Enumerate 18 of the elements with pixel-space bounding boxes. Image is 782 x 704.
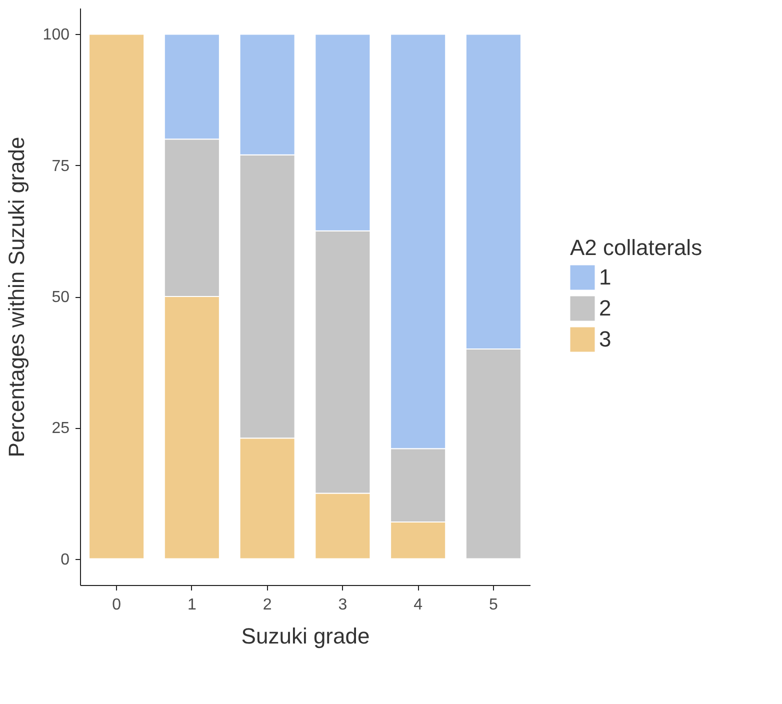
x-tick-label: 1	[187, 596, 196, 614]
x-axis-title: Suzuki grade	[241, 624, 370, 648]
y-axis-title: Percentages within Suzuki grade	[4, 136, 29, 458]
y-tick-label: 75	[52, 158, 70, 175]
legend-label: 2	[599, 296, 612, 320]
legend-label: 1	[599, 264, 612, 290]
y-tick-label: 50	[52, 289, 70, 306]
x-tick-label: 2	[262, 596, 272, 614]
y-tick-label: 25	[52, 420, 70, 438]
bar	[88, 34, 145, 560]
x-tick-label: 4	[414, 596, 423, 614]
legend-label: 3	[599, 326, 612, 352]
y-tick-label: 0	[60, 551, 70, 568]
x-tick-label: 3	[338, 596, 348, 614]
y-tick-label: 100	[42, 26, 70, 44]
x-tick-label: 0	[112, 596, 122, 614]
legend-title: A2 collaterals	[570, 235, 702, 260]
x-tick-label: 5	[488, 596, 498, 614]
